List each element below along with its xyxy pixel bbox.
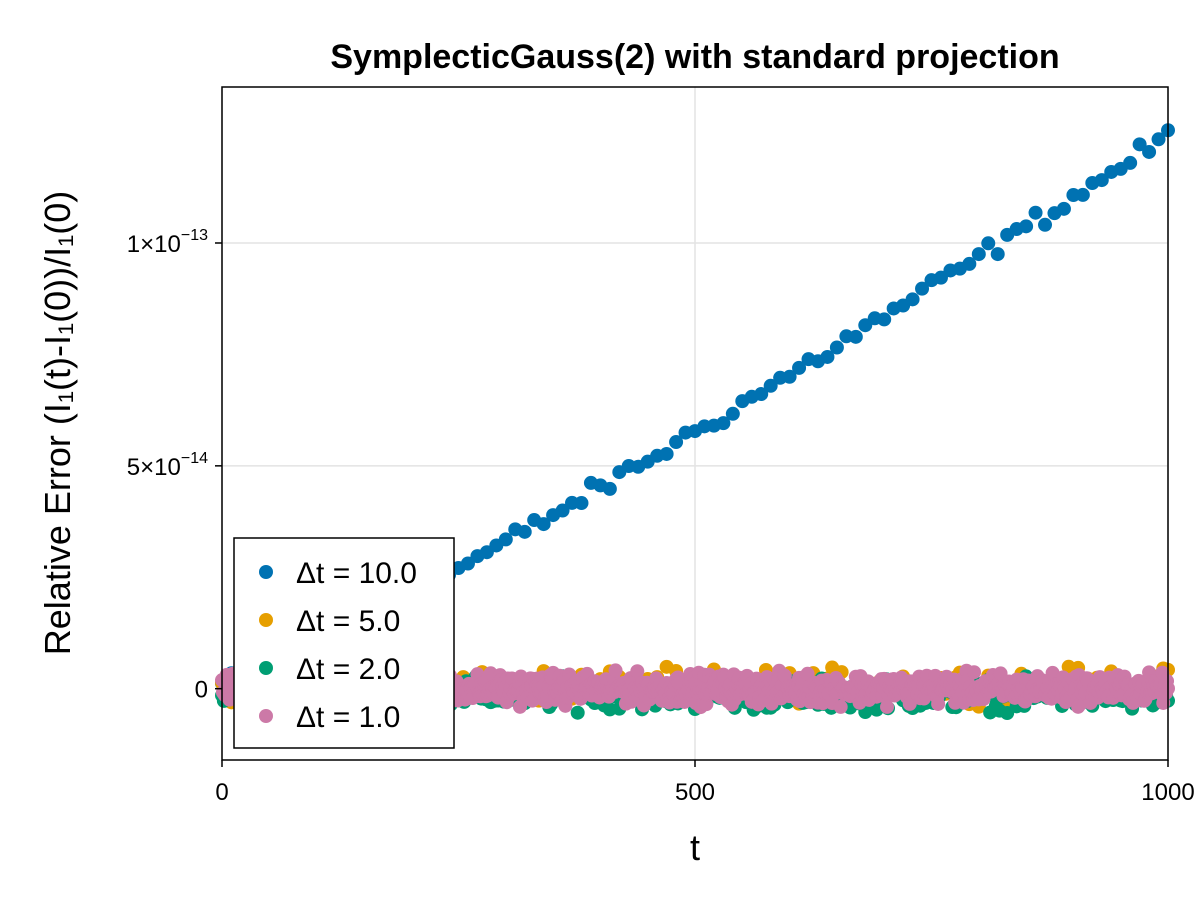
- data-point: [782, 369, 797, 384]
- data-point: [517, 524, 532, 539]
- data-point: [725, 406, 740, 421]
- data-point: [971, 247, 986, 262]
- legend-label: Δt = 1.0: [296, 701, 400, 734]
- data-point: [820, 349, 835, 364]
- data-point: [754, 387, 769, 402]
- data-point: [659, 446, 674, 461]
- data-point: [1132, 137, 1147, 152]
- data-point: [777, 668, 792, 683]
- legend: Δt = 10.0 Δt = 5.0 Δt = 2.0 Δt = 1.0: [233, 537, 455, 749]
- data-point: [833, 699, 848, 714]
- legend-marker: [259, 661, 273, 675]
- data-point: [570, 705, 585, 720]
- data-point: [962, 256, 977, 271]
- data-point: [555, 503, 570, 518]
- x-tick-label: 500: [675, 779, 715, 806]
- data-point: [981, 236, 996, 251]
- legend-label: Δt = 2.0: [296, 653, 400, 686]
- x-axis-title: t: [690, 827, 700, 868]
- y-axis-title: Relative Error (I₁(t)-I₁(0))/I₁(0): [37, 191, 78, 655]
- legend-label: Δt = 10.0: [296, 557, 417, 590]
- data-point: [574, 496, 589, 511]
- data-point: [1019, 219, 1034, 234]
- data-point: [848, 329, 863, 344]
- data-point: [1056, 201, 1071, 216]
- data-point: [1151, 132, 1166, 147]
- data-point: [931, 696, 946, 711]
- data-point: [1094, 173, 1109, 188]
- data-point: [669, 435, 684, 450]
- data-point: [460, 556, 475, 571]
- data-point: [1073, 697, 1088, 712]
- data-point: [1038, 217, 1053, 232]
- y-tick-label: 5×10−14: [127, 450, 208, 481]
- axis-ticks: 0 500 1000 0 5×10−14 1×10−13: [127, 227, 1195, 806]
- legend-marker: [259, 613, 273, 627]
- data-point: [829, 340, 844, 355]
- data-point: [536, 517, 551, 532]
- data-point: [905, 292, 920, 307]
- y-tick-label: 1×10−13: [127, 227, 208, 258]
- data-point: [1142, 144, 1157, 159]
- data-point: [902, 696, 917, 711]
- data-point: [967, 665, 982, 680]
- x-tick-label: 0: [215, 779, 228, 806]
- data-point: [602, 481, 617, 496]
- legend-marker: [259, 709, 273, 723]
- data-point: [880, 699, 895, 714]
- x-tick-label: 1000: [1141, 779, 1194, 806]
- data-point: [792, 360, 807, 375]
- data-point: [763, 378, 778, 393]
- data-point: [608, 663, 623, 678]
- data-point: [1028, 205, 1043, 220]
- data-point: [716, 416, 731, 431]
- legend-label: Δt = 5.0: [296, 605, 400, 638]
- legend-marker: [259, 565, 273, 579]
- data-point: [990, 247, 1005, 262]
- data-point: [1075, 187, 1090, 202]
- chart-title: SymplecticGauss(2) with standard project…: [330, 38, 1059, 76]
- data-point: [915, 281, 930, 296]
- data-point: [933, 270, 948, 285]
- data-point: [498, 532, 513, 547]
- data-point: [1123, 155, 1138, 170]
- data-point: [877, 312, 892, 327]
- y-tick-label: 0: [195, 677, 208, 704]
- data-point: [630, 664, 645, 679]
